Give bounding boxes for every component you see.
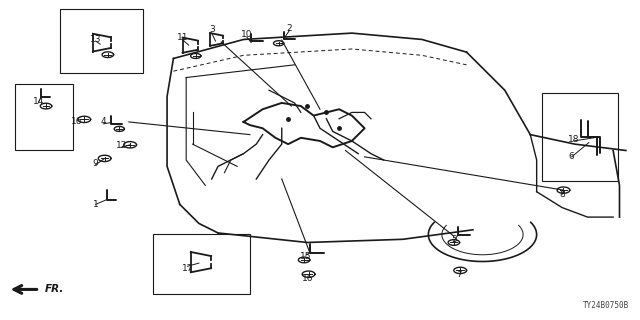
Text: 3: 3 xyxy=(209,25,214,35)
Text: 8: 8 xyxy=(559,190,565,199)
Text: 16: 16 xyxy=(71,117,83,126)
Text: 17: 17 xyxy=(182,264,193,273)
Text: 16: 16 xyxy=(301,274,313,283)
Text: 12: 12 xyxy=(115,141,127,150)
Text: 10: 10 xyxy=(241,30,252,39)
Text: 11: 11 xyxy=(177,33,189,42)
Text: 5: 5 xyxy=(451,235,457,244)
Bar xyxy=(15,84,73,150)
Text: 2: 2 xyxy=(287,24,292,33)
Text: TY24B0750B: TY24B0750B xyxy=(583,301,629,310)
Bar xyxy=(60,9,143,73)
Text: 13: 13 xyxy=(90,35,102,44)
Text: 18: 18 xyxy=(568,135,579,144)
Bar xyxy=(153,234,250,294)
Text: 4: 4 xyxy=(100,117,106,126)
Text: 1: 1 xyxy=(93,200,99,209)
Text: 14: 14 xyxy=(33,97,44,106)
Text: 9: 9 xyxy=(93,159,99,168)
Text: 7: 7 xyxy=(456,270,462,279)
Text: 15: 15 xyxy=(300,252,312,261)
Text: FR.: FR. xyxy=(45,284,64,294)
Text: 6: 6 xyxy=(569,152,575,161)
Bar xyxy=(541,93,618,180)
